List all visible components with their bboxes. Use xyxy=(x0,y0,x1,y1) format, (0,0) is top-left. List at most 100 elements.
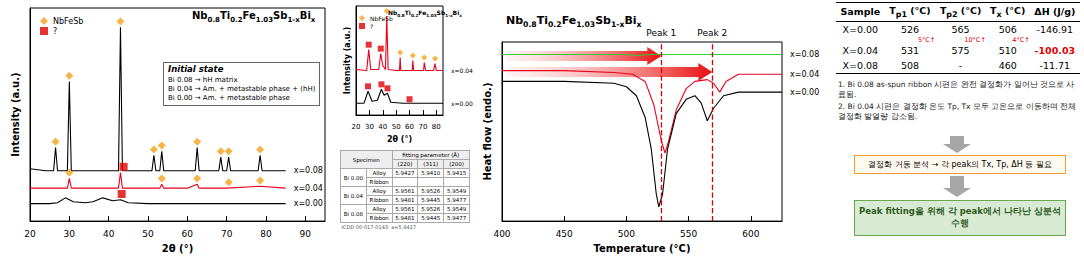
html-text:Alloy: Alloy xyxy=(372,188,386,194)
svg-text:?: ? xyxy=(370,23,373,30)
svg-text:x=0.00: x=0.00 xyxy=(451,100,473,107)
svg-text:80: 80 xyxy=(260,229,272,239)
html-text:(200): (200) xyxy=(449,161,464,167)
html-text:Ribbon: Ribbon xyxy=(369,215,389,221)
svg-text:Heat flow (endo.): Heat flow (endo.) xyxy=(482,83,493,181)
html-text:fitting parameter (Å): fitting parameter (Å) xyxy=(402,152,460,158)
html-text:526: 526 xyxy=(900,23,919,35)
html-text:Ribbon: Ribbon xyxy=(369,179,389,185)
svg-text:60: 60 xyxy=(405,123,414,131)
html-text:X=0.00: X=0.00 xyxy=(842,23,879,35)
svg-text:2θ (°): 2θ (°) xyxy=(162,243,193,254)
svg-text:Temperature (°C): Temperature (°C) xyxy=(594,243,691,254)
html-text:4°C↑: 4°C↑ xyxy=(1012,35,1030,44)
svg-text:x=0.08: x=0.08 xyxy=(294,166,323,175)
svg-text:70: 70 xyxy=(418,123,427,131)
svg-text:x=0.00: x=0.00 xyxy=(294,199,323,208)
html-text:5.9445: 5.9445 xyxy=(421,197,441,203)
html-text:Bi 0.08 → hH matrix: Bi 0.08 → hH matrix xyxy=(168,76,238,84)
svg-text:90: 90 xyxy=(300,229,312,239)
svg-text:550: 550 xyxy=(680,229,697,239)
html-text:Specimen: Specimen xyxy=(352,156,380,163)
html-text:Bi 0.04 → Am. + metastable pha: Bi 0.04 → Am. + metastable phase + (hH) xyxy=(168,85,316,93)
html-text:575: 575 xyxy=(951,44,970,56)
svg-text:x=0.08: x=0.08 xyxy=(790,50,819,59)
html-text:5.9561: 5.9561 xyxy=(395,206,415,212)
svg-text:50: 50 xyxy=(392,123,401,131)
html-text:5.9549: 5.9549 xyxy=(447,188,467,194)
svg-text:2θ (°): 2θ (°) xyxy=(387,135,412,144)
html-text:506: 506 xyxy=(998,23,1017,35)
svg-text:20: 20 xyxy=(24,229,36,239)
svg-text:20: 20 xyxy=(352,123,361,131)
svg-text:?: ? xyxy=(53,27,57,36)
html-text:5.9427: 5.9427 xyxy=(395,170,415,176)
html-text:Sample: Sample xyxy=(840,6,881,18)
html-text:Ribbon: Ribbon xyxy=(369,197,389,203)
html-text:-11.71: -11.71 xyxy=(1039,59,1071,71)
html-text:2. Bi 0.04 시편은 결정화 온도 Tp, Tx 모: 2. Bi 0.04 시편은 결정화 온도 Tp, Tx 모두 고온으로 이동하… xyxy=(838,102,1077,121)
html-text:5.9526: 5.9526 xyxy=(421,188,441,194)
svg-text:Intensity (a.u.): Intensity (a.u.) xyxy=(10,72,21,156)
html-text:5.9410: 5.9410 xyxy=(421,170,441,176)
html-text:5.9481: 5.9481 xyxy=(395,197,415,203)
html-text:(220): (220) xyxy=(397,161,413,167)
html-text:Nb0.8Ti0.2Fe1.03Sb1-xBix: Nb0.8Ti0.2Fe1.03Sb1-xBix xyxy=(388,9,462,19)
html-text:5.9415: 5.9415 xyxy=(447,170,467,176)
html-text:Bi 0.04: Bi 0.04 xyxy=(343,192,364,199)
html-text:565: 565 xyxy=(951,23,970,35)
svg-text:Peak 1: Peak 1 xyxy=(646,28,676,38)
svg-text:x=0.04: x=0.04 xyxy=(451,67,473,74)
svg-text:70: 70 xyxy=(221,229,233,239)
html-text:-100.03: -100.03 xyxy=(1034,44,1076,56)
svg-text:50: 50 xyxy=(142,229,154,239)
svg-text:40: 40 xyxy=(103,229,115,239)
html-text:Alloy: Alloy xyxy=(372,170,386,176)
html-text:460: 460 xyxy=(998,59,1017,71)
html-text:531: 531 xyxy=(900,44,919,56)
html-text:Bi 0.08: Bi 0.08 xyxy=(343,210,364,217)
html-text:Nb0.8Ti0.2Fe1.03Sb1-xBix: Nb0.8Ti0.2Fe1.03Sb1-xBix xyxy=(192,10,316,24)
svg-text:Intensity (a.u.): Intensity (a.u.) xyxy=(343,27,352,94)
html-text:Tx(°C): Tx(°C) xyxy=(990,5,1026,19)
html-text:-146.91: -146.91 xyxy=(1036,23,1074,35)
html-text:X=0.08: X=0.08 xyxy=(842,59,879,71)
html-text:510: 510 xyxy=(998,44,1017,56)
svg-text:400: 400 xyxy=(493,229,510,239)
svg-text:40: 40 xyxy=(378,123,387,131)
html-text:508: 508 xyxy=(900,59,919,71)
html-text:5.9561: 5.9561 xyxy=(395,188,415,194)
html-text:Tp1(°C): Tp1(°C) xyxy=(889,5,931,19)
html-text:ΔH (J/g): ΔH (J/g) xyxy=(1034,6,1076,18)
svg-text:80: 80 xyxy=(432,123,441,131)
svg-text:30: 30 xyxy=(64,229,76,239)
svg-text:x=0.04: x=0.04 xyxy=(790,70,819,79)
svg-text:500: 500 xyxy=(618,229,635,239)
html-text:Bi 0.00 → Am. + metastable pha: Bi 0.00 → Am. + metastable phase xyxy=(168,94,290,102)
svg-text:x=0.04: x=0.04 xyxy=(294,184,323,193)
html-text:결정화 거동 분석 → 각 peak의 Tx, Tp, ΔH: 결정화 거동 분석 → 각 peak의 Tx, Tp, ΔH 등 필요 xyxy=(868,160,1052,169)
html-text:10°C↑: 10°C↑ xyxy=(964,35,986,44)
html-text:5.9549: 5.9549 xyxy=(447,206,467,212)
html-text:X=0.04: X=0.04 xyxy=(842,44,879,56)
svg-text:30: 30 xyxy=(365,123,374,131)
html-text:5.9526: 5.9526 xyxy=(421,206,441,212)
svg-text:450: 450 xyxy=(556,229,573,239)
html-text:(311): (311) xyxy=(423,161,439,167)
svg-text:Peak 2: Peak 2 xyxy=(697,28,727,38)
svg-text:60: 60 xyxy=(182,229,194,239)
html-text:Nb0.8Ti0.2Fe1.03Sb1-xBix: Nb0.8Ti0.2Fe1.03Sb1-xBix xyxy=(506,14,642,30)
svg-text:x=0.00: x=0.00 xyxy=(790,88,819,97)
html-text:1. Bi 0.08 as-spun ribbon 시편은: 1. Bi 0.08 as-spun ribbon 시편은 완전 결정화가 일어… xyxy=(838,80,1075,99)
html-text:Initial state: Initial state xyxy=(168,64,224,74)
svg-text:NbFeSb: NbFeSb xyxy=(370,14,393,22)
html-text:Tp2(°C): Tp2(°C) xyxy=(939,5,982,19)
html-text:5°C↑: 5°C↑ xyxy=(917,35,936,44)
svg-text:600: 600 xyxy=(742,229,759,239)
html-text:Peak fitting을 위해 각 peak에서 나타난: Peak fitting을 위해 각 peak에서 나타난 상분석 수행 xyxy=(859,206,1061,228)
svg-text:NbFeSb: NbFeSb xyxy=(53,17,83,26)
html-text:5.9481: 5.9481 xyxy=(395,215,415,221)
html-text:Bi 0.00: Bi 0.00 xyxy=(343,174,364,181)
html-text:Alloy: Alloy xyxy=(372,206,386,212)
html-text:5.9477: 5.9477 xyxy=(447,197,467,203)
